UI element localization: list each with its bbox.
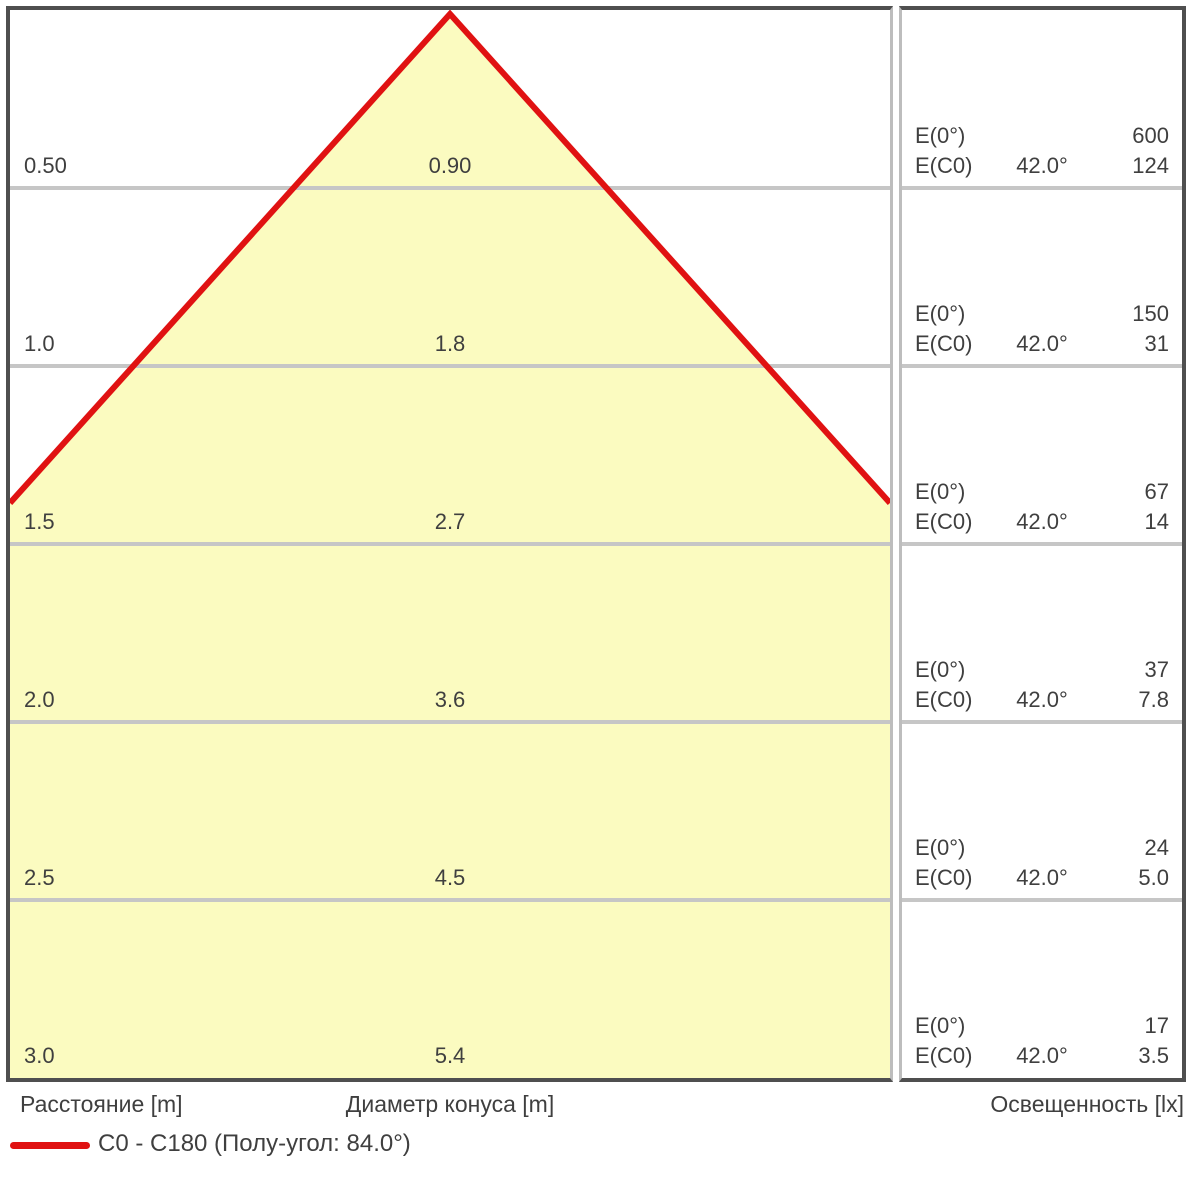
illuminance-line-e0: E(0°) 150 <box>915 300 1169 328</box>
ec0-angle: 42.0° <box>1016 1043 1068 1068</box>
e0-value: 67 <box>1144 479 1169 504</box>
ec0-label: E(C0) <box>915 1043 973 1068</box>
ec0-label: E(C0) <box>915 153 973 178</box>
ec0-angle: 42.0° <box>1016 865 1068 890</box>
legend-label: C0 - C180 (Полу-угол: 84.0°) <box>98 1130 411 1157</box>
distance-label: 2.0 <box>24 687 55 712</box>
e0-label: E(0°) <box>915 301 966 326</box>
illuminance-line-e0: E(0°) 600 <box>915 122 1169 150</box>
grid-line <box>902 898 1182 902</box>
diameter-label: 3.6 <box>434 687 466 712</box>
ec0-label: E(C0) <box>915 865 973 890</box>
illuminance-line-e0: E(0°) 37 <box>915 656 1169 684</box>
cone-beam-line <box>10 10 890 506</box>
e0-value: 24 <box>1144 835 1169 860</box>
grid-line <box>902 720 1182 724</box>
cone-row: 3.0 5.4 <box>24 1042 876 1070</box>
axis-label-illuminance: Освещенность [lx] <box>990 1091 1184 1117</box>
e0-value: 37 <box>1144 657 1169 682</box>
ec0-value: 7.8 <box>1138 687 1169 712</box>
ec0-value: 5.0 <box>1138 865 1169 890</box>
illuminance-line-ec0: E(C0) 42.0° 14 <box>915 508 1169 536</box>
e0-label: E(0°) <box>915 123 966 148</box>
diameter-label: 5.4 <box>434 1043 466 1068</box>
cone-row: 0.50 0.90 <box>24 152 876 180</box>
illuminance-line-e0: E(0°) 67 <box>915 478 1169 506</box>
legend: C0 - C180 (Полу-угол: 84.0°) <box>0 1127 1200 1161</box>
e0-value: 150 <box>1132 301 1169 326</box>
distance-label: 2.5 <box>24 865 55 890</box>
ec0-value: 124 <box>1132 153 1169 178</box>
distance-label: 1.5 <box>24 509 55 534</box>
grid-lines <box>10 186 890 902</box>
e0-value: 17 <box>1144 1013 1169 1038</box>
illuminance-line-e0: E(0°) 17 <box>915 1012 1169 1040</box>
grid-line <box>902 542 1182 546</box>
cone-panel: 0.50 0.90 1.0 1.8 1.5 2.7 2.0 3.6 2.5 4.… <box>6 6 893 1082</box>
diameter-label: 0.90 <box>428 153 472 178</box>
grid-line <box>902 186 1182 190</box>
illuminance-line-ec0: E(C0) 42.0° 7.8 <box>915 686 1169 714</box>
distance-label: 3.0 <box>24 1043 55 1068</box>
ec0-value: 3.5 <box>1138 1043 1169 1068</box>
cone-row: 1.5 2.7 <box>24 508 876 536</box>
distance-label: 1.0 <box>24 331 55 356</box>
e0-value: 600 <box>1132 123 1169 148</box>
grid-line <box>902 364 1182 368</box>
cone-row: 2.5 4.5 <box>24 864 876 892</box>
e0-label: E(0°) <box>915 657 966 682</box>
ec0-value: 31 <box>1144 331 1169 356</box>
cone-drawing <box>10 10 890 1078</box>
illuminance-line-ec0: E(C0) 42.0° 31 <box>915 330 1169 358</box>
ec0-label: E(C0) <box>915 509 973 534</box>
axis-label-distance: Расстояние [m] <box>20 1091 183 1117</box>
ec0-angle: 42.0° <box>1016 687 1068 712</box>
diameter-label: 2.7 <box>434 509 466 534</box>
e0-label: E(0°) <box>915 1013 966 1038</box>
ec0-label: E(C0) <box>915 331 973 356</box>
ec0-angle: 42.0° <box>1016 331 1068 356</box>
e0-label: E(0°) <box>915 835 966 860</box>
ec0-angle: 42.0° <box>1016 509 1068 534</box>
ec0-value: 14 <box>1144 509 1169 534</box>
cone-row: 1.0 1.8 <box>24 330 876 358</box>
diameter-label: 1.8 <box>434 331 466 356</box>
legend-line-swatch <box>10 1142 90 1149</box>
illuminance-line-ec0: E(C0) 42.0° 3.5 <box>915 1042 1169 1070</box>
cone-row: 2.0 3.6 <box>24 686 876 714</box>
illuminance-line-ec0: E(C0) 42.0° 124 <box>915 152 1169 180</box>
axis-label-cone-diameter: Диаметр конуса [m] <box>345 1091 555 1117</box>
distance-label: 0.50 <box>24 153 67 178</box>
illuminance-line-ec0: E(C0) 42.0° 5.0 <box>915 864 1169 892</box>
illuminance-panel: E(0°) 600 E(C0) 42.0° 124 E(0°) 150 E(C0… <box>899 6 1186 1082</box>
ec0-label: E(C0) <box>915 687 973 712</box>
illuminance-line-e0: E(0°) 24 <box>915 834 1169 862</box>
e0-label: E(0°) <box>915 479 966 504</box>
diameter-label: 4.5 <box>434 865 466 890</box>
ec0-angle: 42.0° <box>1016 153 1068 178</box>
